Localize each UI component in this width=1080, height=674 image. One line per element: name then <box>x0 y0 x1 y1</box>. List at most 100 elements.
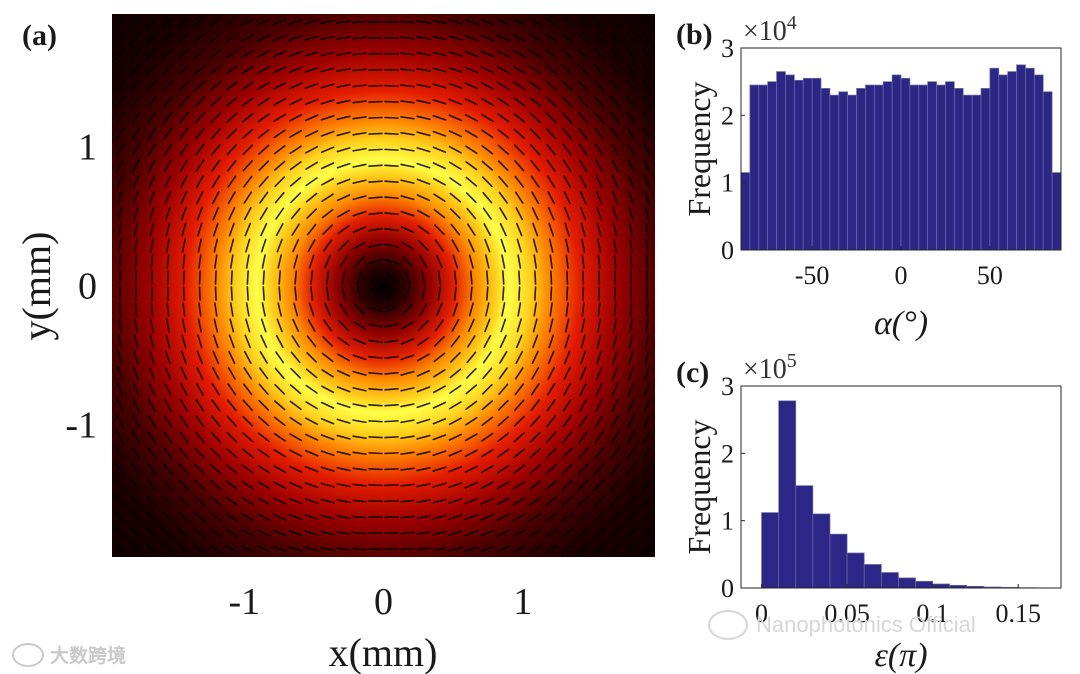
polarization-arrow <box>304 67 319 73</box>
polarization-arrow <box>273 481 287 489</box>
polarization-arrow <box>400 387 415 392</box>
polarization-arrow <box>512 529 526 537</box>
polarization-arrow <box>368 306 383 313</box>
polarization-arrow <box>384 452 399 455</box>
polarization-arrow <box>597 254 601 269</box>
polarization-arrow <box>180 366 188 381</box>
polarization-arrow <box>627 398 635 412</box>
polarization-arrow <box>210 112 222 124</box>
polarization-arrow <box>561 447 573 459</box>
polarization-arrow <box>402 304 413 315</box>
polarization-arrow <box>400 210 415 217</box>
polarization-arrow <box>627 174 635 189</box>
polarization-arrow <box>546 399 556 412</box>
y-tick-label: 1 <box>721 169 734 198</box>
histogram-bar <box>749 84 760 251</box>
polarization-arrow <box>257 81 271 91</box>
polarization-arrow <box>626 111 636 124</box>
polarization-arrow <box>368 116 383 119</box>
histogram-bar <box>1033 74 1044 251</box>
polarization-arrow <box>481 160 494 171</box>
polarization-arrow <box>259 191 269 204</box>
histogram-bar <box>740 172 751 251</box>
polarization-arrow <box>464 449 478 458</box>
polarization-arrow <box>432 146 447 154</box>
polarization-arrow <box>294 286 298 301</box>
y-axis-label: y(mm) <box>14 232 59 341</box>
polarization-arrow <box>228 222 235 237</box>
polarization-arrow <box>210 96 222 108</box>
polarization-arrow <box>643 143 651 157</box>
polarization-arrow <box>597 318 602 333</box>
polarization-arrow <box>336 418 351 424</box>
polarization-arrow <box>432 498 447 504</box>
polarization-arrow <box>195 175 204 189</box>
polarization-arrow <box>321 193 334 202</box>
polarization-arrow <box>162 527 174 539</box>
polarization-arrow <box>227 383 237 396</box>
polarization-arrow <box>480 497 494 505</box>
polarization-arrow <box>597 302 601 317</box>
polarization-arrow <box>432 83 447 89</box>
polarization-arrow <box>448 514 463 520</box>
polarization-arrow <box>164 382 172 396</box>
polarization-arrow <box>498 191 508 204</box>
histogram-bar <box>829 94 840 251</box>
polarization-arrow <box>481 145 494 155</box>
histogram-bar <box>846 552 865 589</box>
polarization-arrow <box>292 238 300 253</box>
polarization-arrow <box>320 114 335 121</box>
polarization-arrow <box>448 161 462 170</box>
polarization-arrow <box>594 463 605 475</box>
polarization-arrow <box>114 527 126 539</box>
polarization-arrow <box>115 79 125 92</box>
polarization-arrow <box>465 367 477 379</box>
polarization-arrow <box>242 144 254 156</box>
polarization-arrow <box>146 479 157 491</box>
polarization-arrow <box>241 81 254 91</box>
polarization-arrow <box>336 20 351 24</box>
polarization-arrow <box>400 68 415 72</box>
polarization-arrow <box>147 143 157 157</box>
polarization-arrow <box>226 159 237 172</box>
polarization-arrow <box>416 499 431 504</box>
polarization-arrow <box>561 33 574 43</box>
polarization-arrow <box>341 286 346 301</box>
x-tick-label: 50 <box>977 261 1003 290</box>
polarization-arrow <box>321 208 334 219</box>
polarization-arrow <box>193 17 206 27</box>
polarization-arrow <box>448 530 463 536</box>
polarization-arrow <box>257 432 270 443</box>
polarization-arrow <box>480 18 495 26</box>
polarization-arrow <box>534 270 537 285</box>
polarization-arrow <box>595 190 603 205</box>
histogram-epsilon <box>761 400 1053 589</box>
polarization-arrow <box>288 481 303 489</box>
polarization-arrow <box>613 302 617 317</box>
polarization-arrow <box>416 515 431 519</box>
polarization-arrow <box>368 84 383 87</box>
polarization-arrow <box>643 414 651 428</box>
polarization-arrow <box>513 432 525 443</box>
axes-frame-c <box>740 385 1062 589</box>
polarization-arrow <box>611 398 619 412</box>
polarization-arrow <box>289 145 302 155</box>
polarization-arrow <box>241 496 255 506</box>
polarization-arrow <box>194 496 206 507</box>
polarization-arrow <box>274 383 286 395</box>
polarization-arrow <box>336 547 351 551</box>
polarization-arrow <box>304 498 319 504</box>
polarization-arrow <box>481 129 494 139</box>
polarization-arrow <box>230 286 233 301</box>
polarization-arrow <box>304 482 319 489</box>
polarization-arrow <box>337 209 351 218</box>
polarization-arrow <box>337 353 351 362</box>
polarization-arrow <box>148 398 156 412</box>
polarization-arrow <box>290 192 302 204</box>
polarization-arrow <box>611 190 619 205</box>
polarization-arrow <box>545 112 557 124</box>
histogram-bar <box>898 577 916 589</box>
polarization-arrow <box>577 512 589 523</box>
polarization-arrow <box>545 447 557 459</box>
polarization-arrow <box>528 17 542 27</box>
